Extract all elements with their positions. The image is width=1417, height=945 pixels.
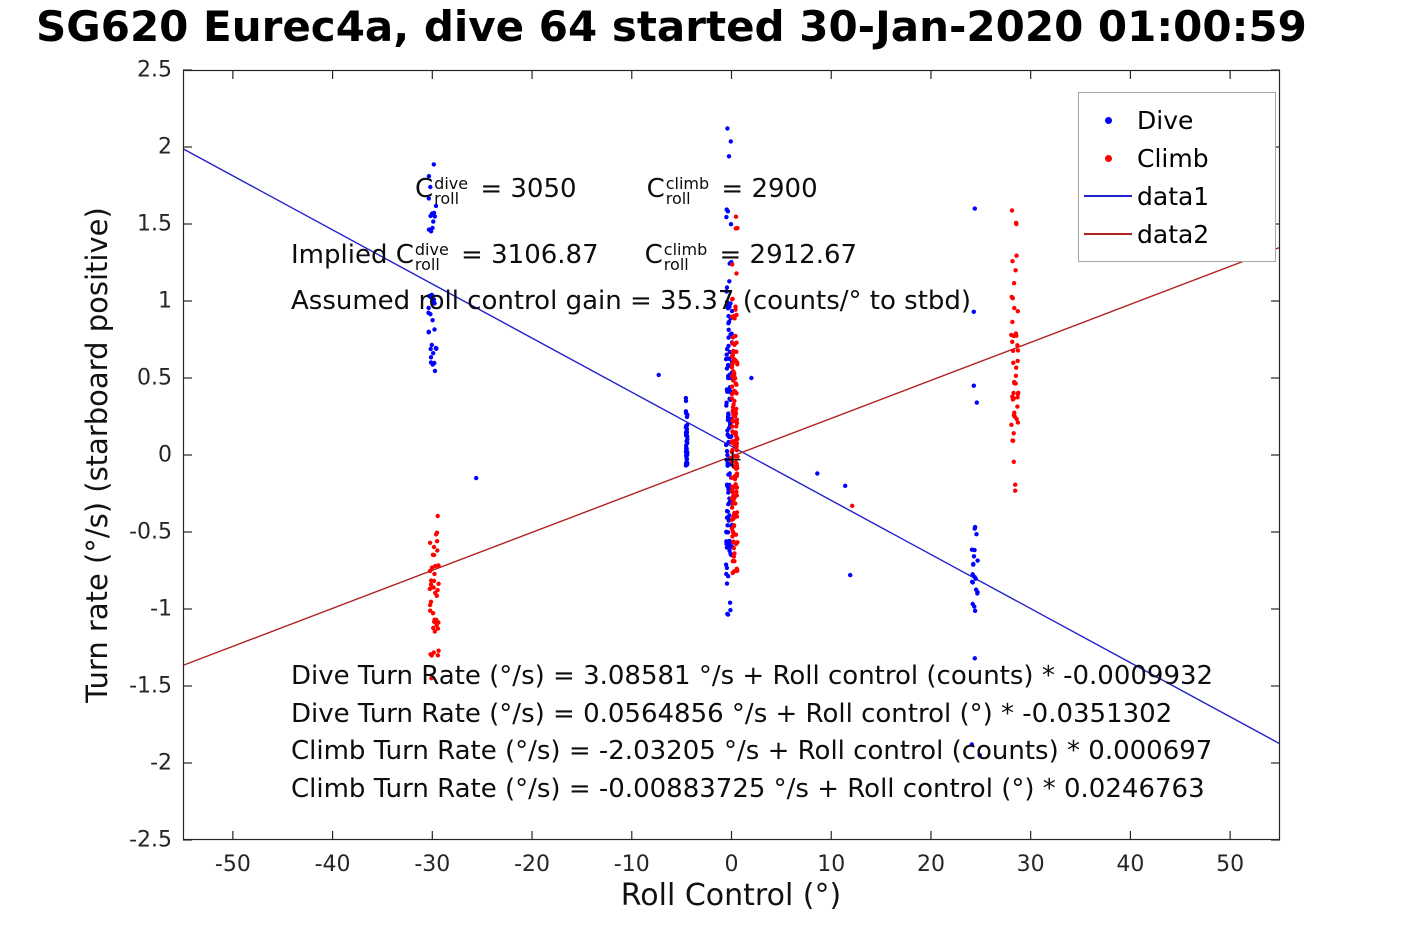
x-tick-label: -20 (514, 852, 550, 877)
chart-canvas (182, 69, 1281, 841)
x-tick-label: 0 (724, 852, 739, 877)
y-tick-label: -2.5 (129, 827, 172, 853)
dive-dot-marker-icon (1104, 116, 1112, 124)
y-tick-label: 2 (158, 134, 172, 160)
x-tick-label: 20 (916, 852, 945, 877)
x-tick-label: 50 (1216, 852, 1245, 877)
legend-entry-climb: Climb (1079, 139, 1275, 177)
x-axis-label: Roll Control (°) (620, 878, 842, 913)
implied-prefix: Implied (291, 240, 396, 270)
legend: Dive Climb data1 data2 (1078, 92, 1276, 262)
legend-entry-data2: data2 (1079, 215, 1275, 253)
y-tick-label: -1.5 (129, 673, 172, 699)
y-tick-label: 1 (158, 288, 172, 314)
legend-label-data1: data1 (1137, 181, 1210, 211)
legend-entry-dive: Dive (1079, 101, 1275, 139)
data2-line-marker-icon (1084, 233, 1132, 235)
climb-dot-marker-icon (1104, 154, 1112, 162)
legend-label-dive: Dive (1137, 105, 1194, 135)
y-tick-label: 1.5 (137, 211, 172, 237)
y-tick-label: -2 (150, 750, 172, 776)
legend-label-data2: data2 (1137, 219, 1210, 249)
legend-label-climb: Climb (1137, 143, 1209, 173)
chart-title: SG620 Eurec4a, dive 64 started 30-Jan-20… (36, 2, 1307, 51)
x-tick-label: -10 (613, 852, 650, 877)
x-tick-label: 10 (817, 852, 846, 877)
y-tick-label: 0 (158, 442, 172, 468)
equation-climb-counts: Climb Turn Rate (°/s) = -2.03205 °/s + R… (291, 736, 1213, 766)
x-tick-label: 30 (1016, 852, 1045, 877)
x-tick-label: -40 (314, 852, 351, 877)
equation-dive-deg: Dive Turn Rate (°/s) = 0.0564856 °/s + R… (291, 698, 1173, 729)
equation-climb-deg: Climb Turn Rate (°/s) = -0.00883725 °/s … (291, 773, 1205, 804)
legend-entry-data1: data1 (1079, 177, 1275, 215)
y-tick-label: 0.5 (137, 365, 172, 391)
equation-dive-counts: Dive Turn Rate (°/s) = 3.08581 °/s + Rol… (291, 661, 1214, 691)
x-tick-label: -50 (214, 852, 251, 877)
annotation-fit-equations: Dive Turn Rate (°/s) = 3.08581 °/s + Rol… (291, 658, 1213, 808)
x-tick-label: 40 (1116, 852, 1145, 877)
y-tick-label: -1 (150, 596, 172, 622)
y-tick-label: -0.5 (129, 519, 172, 545)
data1-line-marker-icon (1084, 195, 1132, 197)
annotation-roll-gain: Assumed roll control gain = 35.37 (count… (291, 286, 972, 316)
x-tick-label: -30 (414, 852, 451, 877)
y-tick-label: 2.5 (137, 57, 172, 83)
